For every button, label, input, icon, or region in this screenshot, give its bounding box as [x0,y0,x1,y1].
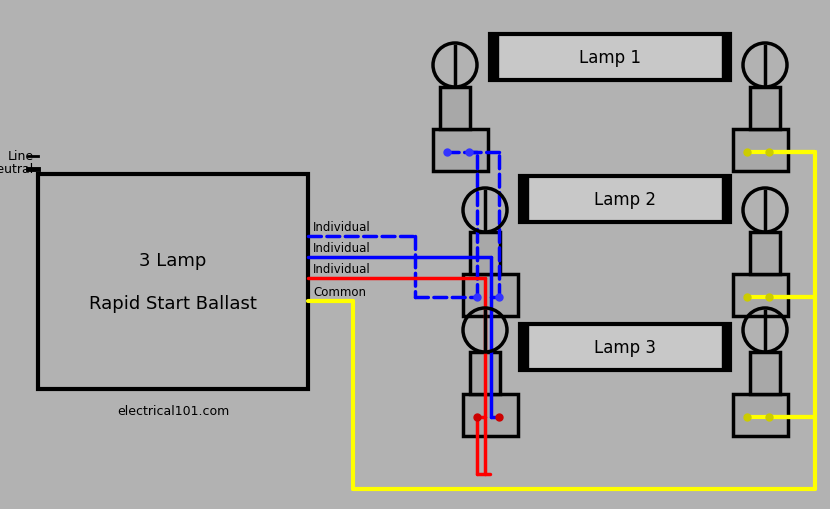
Bar [463,274,518,317]
Bar [722,177,730,222]
Text: electrical101.com: electrical101.com [117,405,229,418]
Bar [520,177,730,222]
Bar [470,233,500,274]
Text: Rapid Start Ballast: Rapid Start Ballast [89,294,257,313]
Bar [750,352,780,394]
Text: Line: Line [7,150,34,163]
Bar [520,324,730,370]
Bar [490,35,498,81]
Bar [733,274,788,317]
Text: Neutral: Neutral [0,163,34,176]
Text: 3 Lamp: 3 Lamp [139,251,207,269]
Bar [433,130,488,172]
Bar [38,175,308,389]
Bar [490,35,730,81]
Text: Individual: Individual [313,263,371,276]
Text: Lamp 3: Lamp 3 [594,338,656,356]
Text: Lamp 2: Lamp 2 [594,191,656,209]
Bar [750,233,780,274]
Bar [520,177,528,222]
Text: Common: Common [313,286,366,299]
Bar [733,130,788,172]
Text: Individual: Individual [313,242,371,255]
Bar [520,324,528,370]
Bar [440,88,470,130]
Bar [722,35,730,81]
Bar [722,324,730,370]
Bar [463,394,518,436]
Text: Lamp 1: Lamp 1 [579,49,641,67]
Bar [470,352,500,394]
Bar [733,394,788,436]
Bar [750,88,780,130]
Text: Individual: Individual [313,221,371,234]
